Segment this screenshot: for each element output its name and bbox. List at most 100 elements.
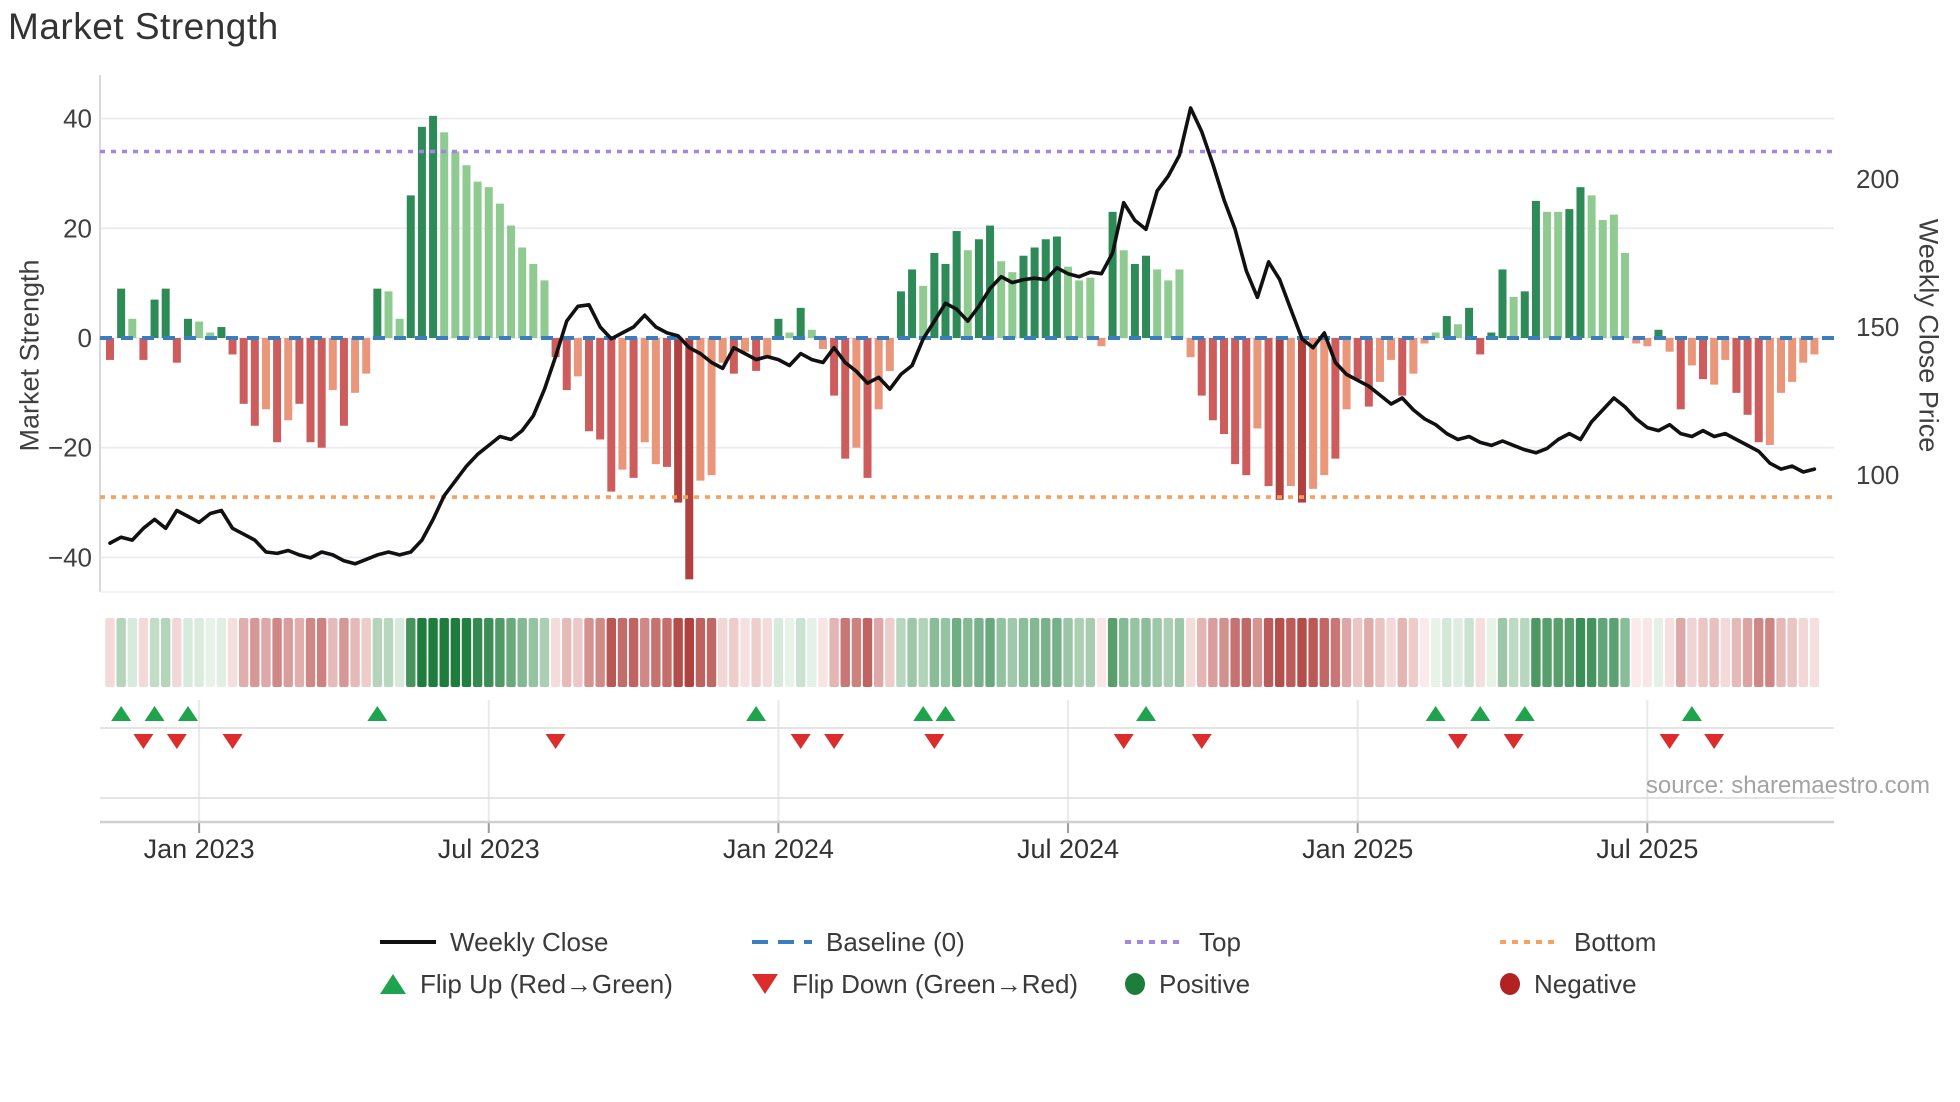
strength-bar[interactable]	[663, 338, 671, 467]
strength-bar[interactable]	[1476, 338, 1485, 355]
strength-bar[interactable]	[1253, 338, 1262, 429]
strength-bar[interactable]	[740, 338, 749, 352]
heatmap-cell[interactable]	[194, 618, 204, 687]
strength-bar[interactable]	[395, 318, 404, 338]
strength-bar[interactable]	[1030, 247, 1039, 338]
heatmap-cell[interactable]	[428, 618, 438, 687]
heatmap-cell[interactable]	[784, 618, 795, 687]
heatmap-cell[interactable]	[873, 618, 884, 687]
strength-bar[interactable]	[183, 318, 192, 338]
heatmap-cell[interactable]	[1041, 618, 1051, 687]
strength-bar[interactable]	[540, 280, 549, 338]
heatmap-cell[interactable]	[1241, 618, 1251, 687]
strength-bar[interactable]	[384, 291, 393, 338]
strength-bar[interactable]	[1543, 211, 1552, 338]
flip-down-marker[interactable]	[166, 734, 187, 749]
strength-bar[interactable]	[328, 338, 337, 391]
heatmap-cell[interactable]	[372, 618, 383, 687]
strength-bar[interactable]	[1320, 338, 1329, 476]
heatmap-cell[interactable]	[1364, 618, 1374, 687]
strength-bar[interactable]	[729, 338, 738, 374]
heatmap-cell[interactable]	[684, 618, 694, 687]
heatmap-cell[interactable]	[706, 618, 717, 687]
flip-down-marker[interactable]	[545, 734, 566, 749]
heatmap-cell[interactable]	[1163, 618, 1173, 687]
heatmap-cell[interactable]	[729, 618, 739, 687]
flip-down-marker[interactable]	[924, 734, 945, 749]
heatmap-cell[interactable]	[216, 618, 227, 687]
heatmap-cell[interactable]	[127, 618, 137, 687]
heatmap-cell[interactable]	[238, 618, 249, 687]
strength-bar[interactable]	[896, 291, 905, 338]
legend-item-negative[interactable]: Negative	[1500, 967, 1637, 1001]
strength-bar[interactable]	[1487, 332, 1496, 338]
strength-bar[interactable]	[1420, 338, 1429, 344]
heatmap-cell[interactable]	[1029, 618, 1040, 687]
heatmap-cell[interactable]	[1609, 618, 1619, 687]
heatmap-cell[interactable]	[1620, 618, 1630, 687]
heatmap-cell[interactable]	[985, 618, 995, 687]
heatmap-cell[interactable]	[1252, 618, 1263, 687]
heatmap-cell[interactable]	[1765, 618, 1775, 687]
strength-bar[interactable]	[863, 338, 872, 478]
strength-bar[interactable]	[963, 250, 972, 338]
legend-item-weekly-close[interactable]: Weekly Close	[380, 925, 608, 959]
strength-bar[interactable]	[1286, 338, 1295, 487]
heatmap-cell[interactable]	[550, 618, 561, 687]
heatmap-cell[interactable]	[350, 618, 360, 687]
strength-bar[interactable]	[117, 288, 126, 338]
strength-bar[interactable]	[1621, 252, 1630, 338]
heatmap-cell[interactable]	[963, 618, 973, 687]
heatmap-cell[interactable]	[1375, 618, 1385, 687]
heatmap-cell[interactable]	[1107, 618, 1118, 687]
heatmap-cell[interactable]	[1787, 618, 1797, 687]
strength-bar[interactable]	[807, 329, 816, 338]
heatmap-cell[interactable]	[1275, 618, 1285, 687]
heatmap-cell[interactable]	[595, 618, 605, 687]
strength-bar[interactable]	[651, 338, 660, 465]
strength-bar[interactable]	[284, 338, 293, 421]
weekly-close-line[interactable]	[108, 106, 1817, 566]
heatmap-cell[interactable]	[840, 618, 850, 687]
heatmap-cell[interactable]	[1531, 618, 1541, 687]
heatmap-cell[interactable]	[1497, 618, 1508, 687]
strength-bar[interactable]	[1331, 338, 1340, 459]
heatmap-cell[interactable]	[316, 618, 327, 687]
strength-bar[interactable]	[718, 338, 727, 363]
heatmap-cell[interactable]	[506, 618, 516, 687]
strength-bar[interactable]	[1387, 338, 1396, 360]
heatmap-cell[interactable]	[1074, 618, 1084, 687]
strength-bar[interactable]	[885, 338, 894, 371]
heatmap-cell[interactable]	[606, 618, 616, 687]
strength-bar[interactable]	[1130, 263, 1139, 338]
strength-bar[interactable]	[1231, 338, 1240, 465]
legend-item-bottom[interactable]: Bottom	[1500, 925, 1656, 959]
strength-bar[interactable]	[1186, 338, 1195, 358]
heatmap-cell[interactable]	[929, 618, 940, 687]
strength-bar[interactable]	[495, 203, 504, 338]
strength-bar[interactable]	[774, 318, 783, 338]
heatmap-cell[interactable]	[1809, 618, 1820, 687]
heatmap-cell[interactable]	[896, 618, 906, 687]
strength-bar[interactable]	[518, 247, 527, 338]
heatmap-cell[interactable]	[1475, 618, 1485, 687]
strength-bar[interactable]	[562, 338, 571, 391]
heatmap-cell[interactable]	[1676, 618, 1686, 687]
strength-bar[interactable]	[551, 338, 560, 358]
strength-bar[interactable]	[1721, 338, 1730, 360]
strength-bar[interactable]	[1665, 338, 1674, 352]
heatmap-cell[interactable]	[1018, 618, 1029, 687]
strength-bar[interactable]	[261, 338, 270, 410]
heatmap-cell[interactable]	[149, 618, 160, 687]
heatmap-cell[interactable]	[1430, 618, 1441, 687]
heatmap-cell[interactable]	[829, 618, 839, 687]
strength-bar[interactable]	[596, 338, 605, 440]
heatmap-cell[interactable]	[1553, 618, 1563, 687]
strength-bar[interactable]	[1364, 338, 1373, 407]
strength-bar[interactable]	[941, 263, 950, 338]
strength-bar[interactable]	[1119, 250, 1128, 338]
heatmap-cell[interactable]	[1096, 618, 1107, 687]
heatmap-cell[interactable]	[1698, 618, 1708, 687]
strength-bar[interactable]	[529, 263, 538, 338]
flip-down-marker[interactable]	[824, 734, 845, 749]
